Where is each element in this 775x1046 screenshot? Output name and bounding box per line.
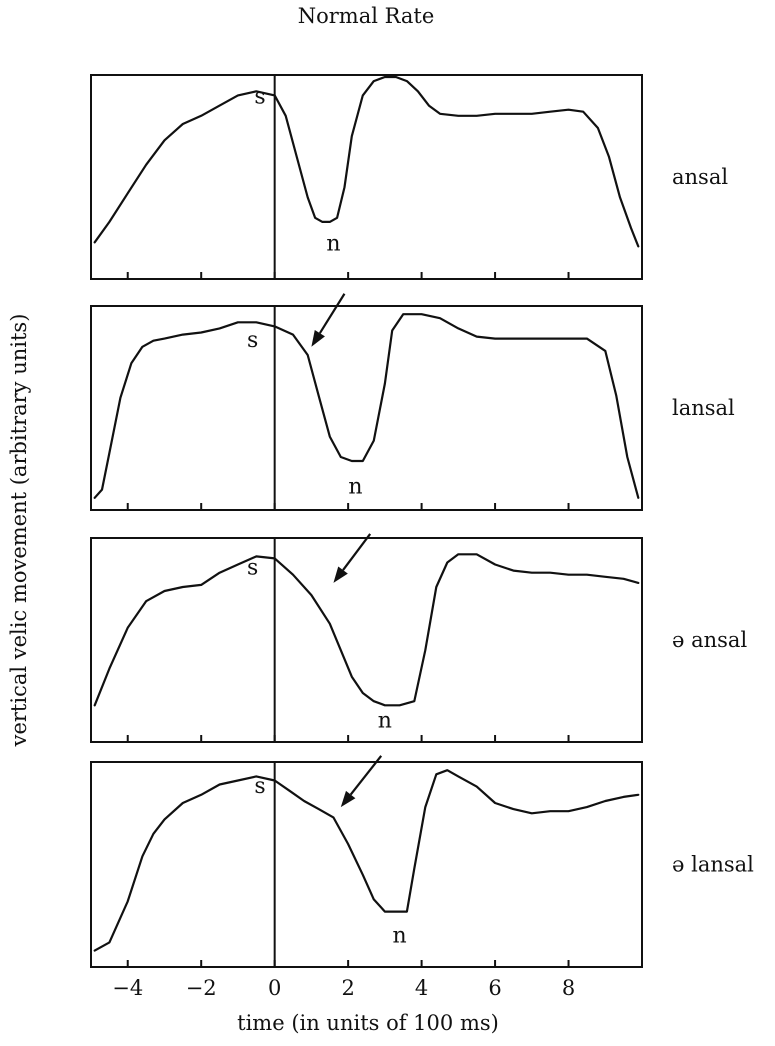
arrow-shaft [318, 293, 346, 334]
arrow-head [311, 330, 325, 347]
segment-marker-label: n [326, 231, 340, 256]
x-axis-label: time (in units of 100 ms) [237, 1011, 499, 1035]
segment-marker-label: n [378, 709, 392, 734]
segment-marker-label: s [247, 556, 258, 581]
panel-1: s n ansal [90, 74, 728, 280]
velic-trace-line [93, 75, 640, 248]
panel-label: ə lansal [672, 853, 754, 877]
arrow-head [333, 566, 348, 583]
panel-frame [90, 537, 643, 743]
segment-marker-label: n [348, 475, 362, 500]
panel-frame [90, 761, 643, 968]
y-axis-label: vertical velic movement (arbitrary units… [7, 314, 31, 748]
x-tick-label: 4 [415, 976, 428, 1000]
panel-2: s n lansal [90, 293, 735, 511]
x-tick-label: 6 [488, 976, 501, 1000]
panel-frame [90, 305, 643, 511]
arrow-shaft [349, 755, 383, 796]
chart-title: Normal Rate [298, 4, 435, 28]
segment-marker-label: s [247, 328, 258, 353]
x-tick-label: 0 [268, 976, 281, 1000]
segment-marker-label: n [392, 923, 406, 948]
velic-trace-line [93, 313, 640, 499]
velic-trace-line [93, 553, 640, 707]
velic-trace-line [93, 769, 640, 952]
x-tick-labels: −4 −2 0 2 4 6 8 [112, 976, 575, 1000]
x-tick-label: 2 [341, 976, 354, 1000]
panel-label: lansal [672, 396, 735, 420]
x-tick-label: 8 [562, 976, 575, 1000]
segment-marker-label: s [254, 774, 265, 799]
panel-label: ə ansal [672, 628, 747, 652]
x-tick-label: −4 [112, 976, 143, 1000]
arrow-shaft [342, 533, 372, 571]
panel-4: s n ə lansal [90, 755, 754, 968]
segment-marker-label: s [254, 85, 265, 110]
panel-frame [90, 74, 643, 280]
panel-label: ansal [672, 165, 728, 189]
panels-layer: s n ansal s n lansal s n ə ansal s n ə lansal −4 −2 0 2… [90, 74, 754, 1000]
arrow-head [340, 790, 356, 808]
panel-3: s n ə ansal [90, 533, 747, 743]
x-tick-label: −2 [186, 976, 217, 1000]
